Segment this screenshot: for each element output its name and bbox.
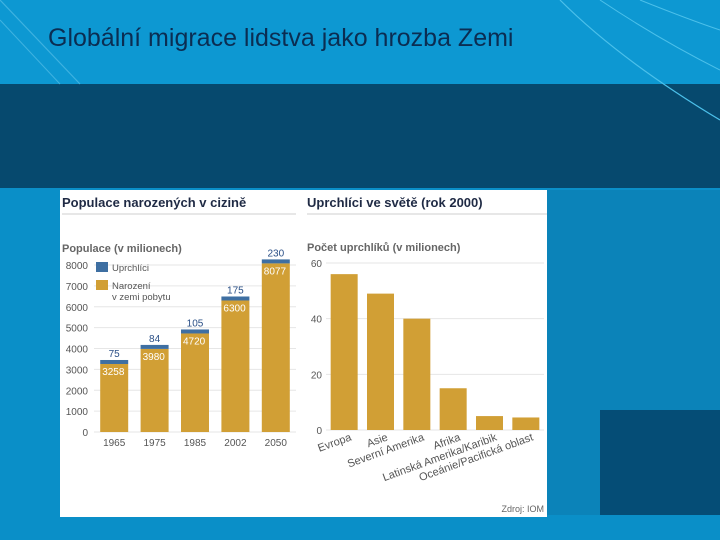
chart1-value-label: 8077 [264, 266, 287, 277]
chart1-y-tick: 0 [82, 428, 88, 439]
chart1-y-tick: 6000 [66, 303, 89, 314]
chart1-x-tick: 1975 [143, 438, 166, 449]
chart1-value-label: 3980 [143, 352, 166, 363]
chart-panel: Populace narozených v cizině Populace (v… [60, 190, 547, 517]
chart1-refugee-label: 75 [109, 349, 121, 360]
chart1-bar-born-abroad [221, 300, 250, 432]
chart1-x-tick: 2050 [265, 438, 288, 449]
chart2-bar [512, 417, 540, 430]
chart1-bar-born-abroad [261, 263, 290, 432]
chart2-bars [330, 274, 540, 430]
legend-swatch-refugees [96, 262, 108, 272]
chart2-y-tick: 20 [311, 370, 323, 381]
chart1-refugee-label: 105 [187, 318, 204, 329]
chart2-gridlines [326, 262, 544, 431]
charts-svg: Populace narozených v cizině Populace (v… [62, 195, 547, 514]
chart1-x-tick: 1985 [184, 438, 207, 449]
legend-swatch-born [96, 280, 108, 290]
chart2-y-tick: 60 [311, 259, 323, 270]
chart1-refugee-label: 175 [227, 285, 244, 296]
source-note: Zdroj: IOM [501, 504, 544, 514]
chart1-y-ticks: 0 1000 2000 3000 4000 5000 6000 7000 8000 [66, 261, 89, 439]
chart1-bar-refugees [221, 296, 250, 301]
chart1-y-tick: 2000 [66, 386, 89, 397]
chart1-x-ticks: 1965 1975 1985 2002 2050 [103, 438, 287, 449]
chart1-bar-born-abroad [140, 348, 169, 432]
chart1-value-label: 3258 [102, 367, 125, 378]
chart2-y-tick: 40 [311, 315, 323, 326]
chart1-bar-refugees [181, 329, 209, 334]
chart1-bar-refugees [100, 359, 129, 364]
chart2-y-ticks: 0 20 40 60 [311, 259, 323, 437]
chart2-bar [367, 293, 394, 430]
chart2-bar [403, 318, 431, 430]
chart1-data-labels: 3258 75 3980 84 4720 105 6300 175 8077 230 [102, 248, 286, 378]
chart1-refugee-label: 230 [267, 248, 284, 259]
chart1-y-tick: 5000 [66, 324, 89, 335]
legend-label-born: Narození [112, 281, 151, 292]
dark-band [0, 84, 720, 188]
chart1-bar-born-abroad [100, 363, 129, 432]
chart2-bar [476, 416, 503, 430]
chart1-value-label: 6300 [223, 303, 246, 314]
chart1-y-tick: 4000 [66, 345, 89, 356]
chart1-bar-born-abroad [181, 333, 209, 432]
chart1-y-tick: 3000 [66, 365, 89, 376]
chart1-y-tick: 1000 [66, 407, 89, 418]
legend-label-born: v zemi pobytu [112, 292, 171, 303]
chart1-refugee-label: 84 [149, 334, 161, 345]
chart1-x-tick: 1965 [103, 438, 126, 449]
chart1-bars [100, 259, 290, 432]
chart1-bar-refugees [261, 259, 290, 264]
chart2-y-tick: 0 [316, 426, 322, 437]
chart2-bar [439, 388, 467, 430]
chart1-y-tick: 7000 [66, 282, 89, 293]
slide-title: Globální migrace lidstva jako hrozba Zem… [48, 24, 514, 52]
chart1-title: Populace narozených v cizině [62, 195, 246, 210]
chart1-ylabel: Populace (v milionech) [62, 243, 182, 255]
chart1-x-tick: 2002 [224, 438, 247, 449]
legend-label-refugees: Uprchlíci [112, 263, 149, 274]
chart2-ylabel: Počet uprchlíků (v milionech) [307, 242, 461, 254]
chart2-bar [330, 274, 358, 430]
chart1-y-tick: 8000 [66, 261, 89, 272]
chart2-title: Uprchlíci ve světě (rok 2000) [307, 195, 483, 210]
chart1-value-label: 4720 [183, 336, 206, 347]
chart1-bar-refugees [140, 344, 169, 349]
